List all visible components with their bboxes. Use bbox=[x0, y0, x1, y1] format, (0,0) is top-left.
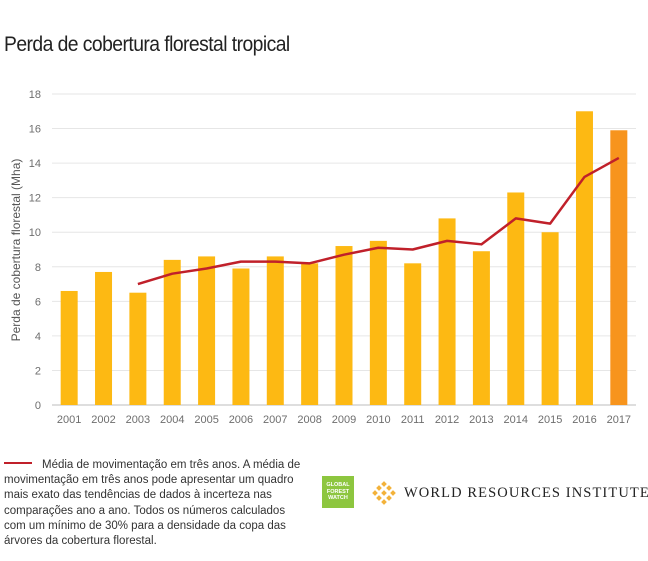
x-tick-label: 2011 bbox=[401, 414, 425, 426]
bar bbox=[266, 256, 284, 405]
wri-logo: WORLD RESOURCES INSTITUTE bbox=[372, 481, 648, 505]
x-tick-label: 2008 bbox=[297, 414, 321, 426]
y-tick-label: 6 bbox=[35, 296, 41, 308]
legend-line-swatch bbox=[4, 462, 32, 465]
bar bbox=[575, 111, 593, 406]
y-tick-label: 16 bbox=[29, 124, 41, 136]
x-tick-label: 2014 bbox=[504, 414, 528, 426]
bar bbox=[610, 130, 628, 406]
x-tick-label: 2013 bbox=[469, 414, 493, 426]
x-tick-label: 2009 bbox=[332, 414, 356, 426]
x-tick-label: 2015 bbox=[538, 414, 562, 426]
legend-note: A média de movimentação em três anos pod… bbox=[4, 459, 301, 548]
bar bbox=[163, 259, 181, 405]
gfw-logo-line: WATCH bbox=[328, 495, 348, 502]
moving-average-line bbox=[137, 156, 620, 286]
y-tick-label: 10 bbox=[29, 227, 41, 239]
y-axis: 0 2 4 6 8 10 12 14 16 18 bbox=[29, 89, 41, 412]
bar-series bbox=[60, 111, 628, 406]
bar bbox=[404, 263, 422, 405]
x-axis: 2001 2002 2003 2004 2005 2006 2007 2008 2009 2010… bbox=[57, 414, 631, 426]
bar bbox=[198, 256, 216, 405]
x-tick-label: 2010 bbox=[366, 414, 390, 426]
bar bbox=[129, 292, 147, 405]
bar bbox=[369, 240, 387, 405]
x-tick-label: 2006 bbox=[229, 414, 253, 426]
x-tick-label: 2016 bbox=[572, 414, 596, 426]
bar bbox=[60, 290, 78, 405]
wri-emblem-icon bbox=[372, 481, 396, 505]
x-tick-label: 2007 bbox=[263, 414, 287, 426]
bar bbox=[232, 268, 250, 405]
bar bbox=[301, 263, 319, 405]
legend: Média de movimentação em três anos. A mé… bbox=[4, 458, 304, 549]
x-tick-label: 2005 bbox=[194, 414, 218, 426]
bar bbox=[541, 232, 559, 405]
bar bbox=[507, 192, 525, 405]
global-forest-watch-logo: GLOBAL FOREST WATCH bbox=[322, 476, 354, 508]
x-tick-label: 2003 bbox=[126, 414, 150, 426]
chart: 0 2 4 6 8 10 12 14 16 18 2001 2002 2003 2004 2005 2006… bbox=[9, 89, 636, 426]
x-tick-label: 2002 bbox=[91, 414, 115, 426]
legend-line-label: Média de movimentação em três anos. bbox=[42, 459, 241, 471]
x-tick-label: 2001 bbox=[57, 414, 81, 426]
y-tick-label: 12 bbox=[29, 193, 41, 205]
x-tick-label: 2004 bbox=[160, 414, 184, 426]
x-tick-label: 2017 bbox=[607, 414, 631, 426]
y-tick-label: 8 bbox=[35, 262, 41, 274]
wri-logo-text: WORLD RESOURCES INSTITUTE bbox=[404, 484, 648, 501]
page-title: Perda de cobertura florestal tropical bbox=[4, 33, 290, 56]
gfw-logo-line: FOREST bbox=[326, 488, 350, 495]
x-tick-label: 2012 bbox=[435, 414, 459, 426]
y-axis-title: Perda de cobertura florestal (Mha) bbox=[9, 159, 23, 342]
bar bbox=[438, 218, 456, 405]
bar bbox=[335, 246, 353, 405]
y-tick-label: 18 bbox=[29, 89, 41, 101]
y-tick-label: 14 bbox=[29, 158, 41, 170]
bar bbox=[472, 251, 490, 405]
y-tick-label: 0 bbox=[35, 400, 41, 412]
y-tick-label: 2 bbox=[35, 365, 41, 377]
gfw-logo-line: GLOBAL bbox=[326, 482, 350, 489]
bar bbox=[95, 271, 113, 405]
moving-average-series bbox=[137, 156, 620, 286]
y-tick-label: 4 bbox=[35, 331, 41, 343]
